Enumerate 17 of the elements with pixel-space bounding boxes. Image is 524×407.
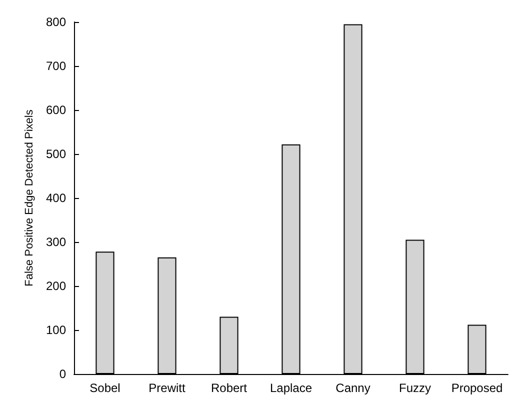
y-tick-label: 0 [59, 367, 66, 381]
x-tick-label: Fuzzy [398, 381, 432, 395]
y-tick-label: 400 [46, 191, 66, 205]
x-tick-label: Prewitt [148, 381, 186, 395]
x-tick-label: Proposed [451, 381, 503, 395]
y-tick-label: 300 [46, 235, 66, 249]
y-axis-title: False Positive Edge Detected Pixels [24, 109, 36, 286]
y-tick-label: 700 [46, 59, 66, 73]
y-tick-label: 100 [46, 323, 66, 337]
y-tick-label: 500 [46, 147, 66, 161]
y-tick-label: 200 [46, 279, 66, 293]
x-tick-label: Laplace [270, 381, 312, 395]
y-tick-label: 600 [46, 103, 66, 117]
y-tick-label: 800 [46, 15, 66, 29]
x-tick-label: Robert [210, 381, 248, 395]
x-tick-label: Sobel [90, 381, 120, 395]
x-tick-label: Canny [336, 381, 370, 395]
